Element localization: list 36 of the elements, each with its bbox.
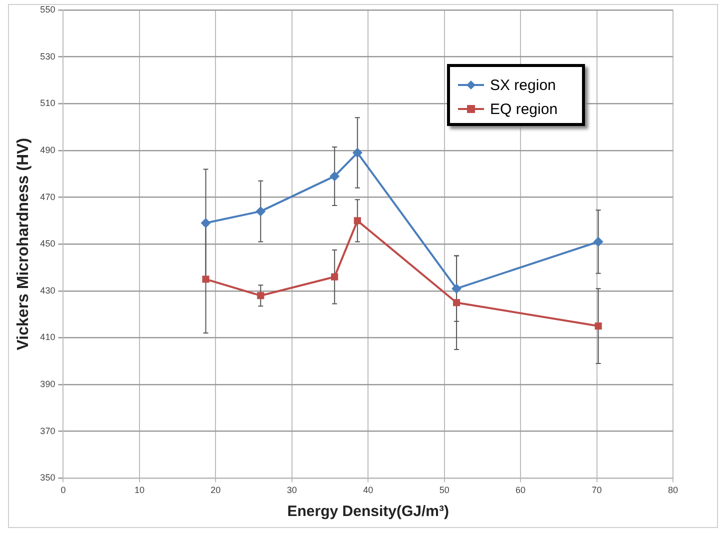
x-tick-label: 10 xyxy=(134,485,144,496)
y-tick-label: 430 xyxy=(40,285,56,296)
point xyxy=(330,171,340,182)
x-tick-label: 30 xyxy=(286,485,297,496)
point xyxy=(202,276,210,283)
x-tick-label: 70 xyxy=(592,485,602,496)
point xyxy=(257,292,264,300)
y-tick-label: 470 xyxy=(40,192,56,202)
y-tick-label: 390 xyxy=(40,379,56,390)
x-tick-label: 0 xyxy=(60,485,66,496)
y-axis-title: Vickers Microhardness (HV) xyxy=(15,138,32,350)
x-tick-label: 20 xyxy=(210,485,221,496)
point xyxy=(352,148,362,158)
y-tick-label: 490 xyxy=(40,144,56,155)
x-tick-label: 50 xyxy=(439,485,450,496)
point xyxy=(256,206,266,216)
point xyxy=(452,299,460,306)
x-tick-label: 80 xyxy=(668,485,678,496)
point xyxy=(331,273,338,280)
y-tick-label: 530 xyxy=(40,51,56,62)
y-tick-label: 510 xyxy=(40,98,56,108)
x-tick-label: 40 xyxy=(363,485,374,496)
point xyxy=(594,322,602,330)
x-axis-title: Energy Density(GJ/m³) xyxy=(287,503,449,520)
point xyxy=(354,217,361,224)
y-tick-label: 410 xyxy=(40,332,56,342)
y-tick-label: 370 xyxy=(40,426,56,436)
x-tick-label: 60 xyxy=(516,485,526,496)
point xyxy=(452,284,462,294)
legend-label: EQ region xyxy=(490,100,558,118)
y-tick-label: 450 xyxy=(40,238,56,249)
y-tick-label: 550 xyxy=(40,4,56,14)
point xyxy=(593,236,604,247)
y-tick-label: 350 xyxy=(40,472,56,483)
point xyxy=(200,218,211,228)
legend-label: SX region xyxy=(490,76,556,94)
